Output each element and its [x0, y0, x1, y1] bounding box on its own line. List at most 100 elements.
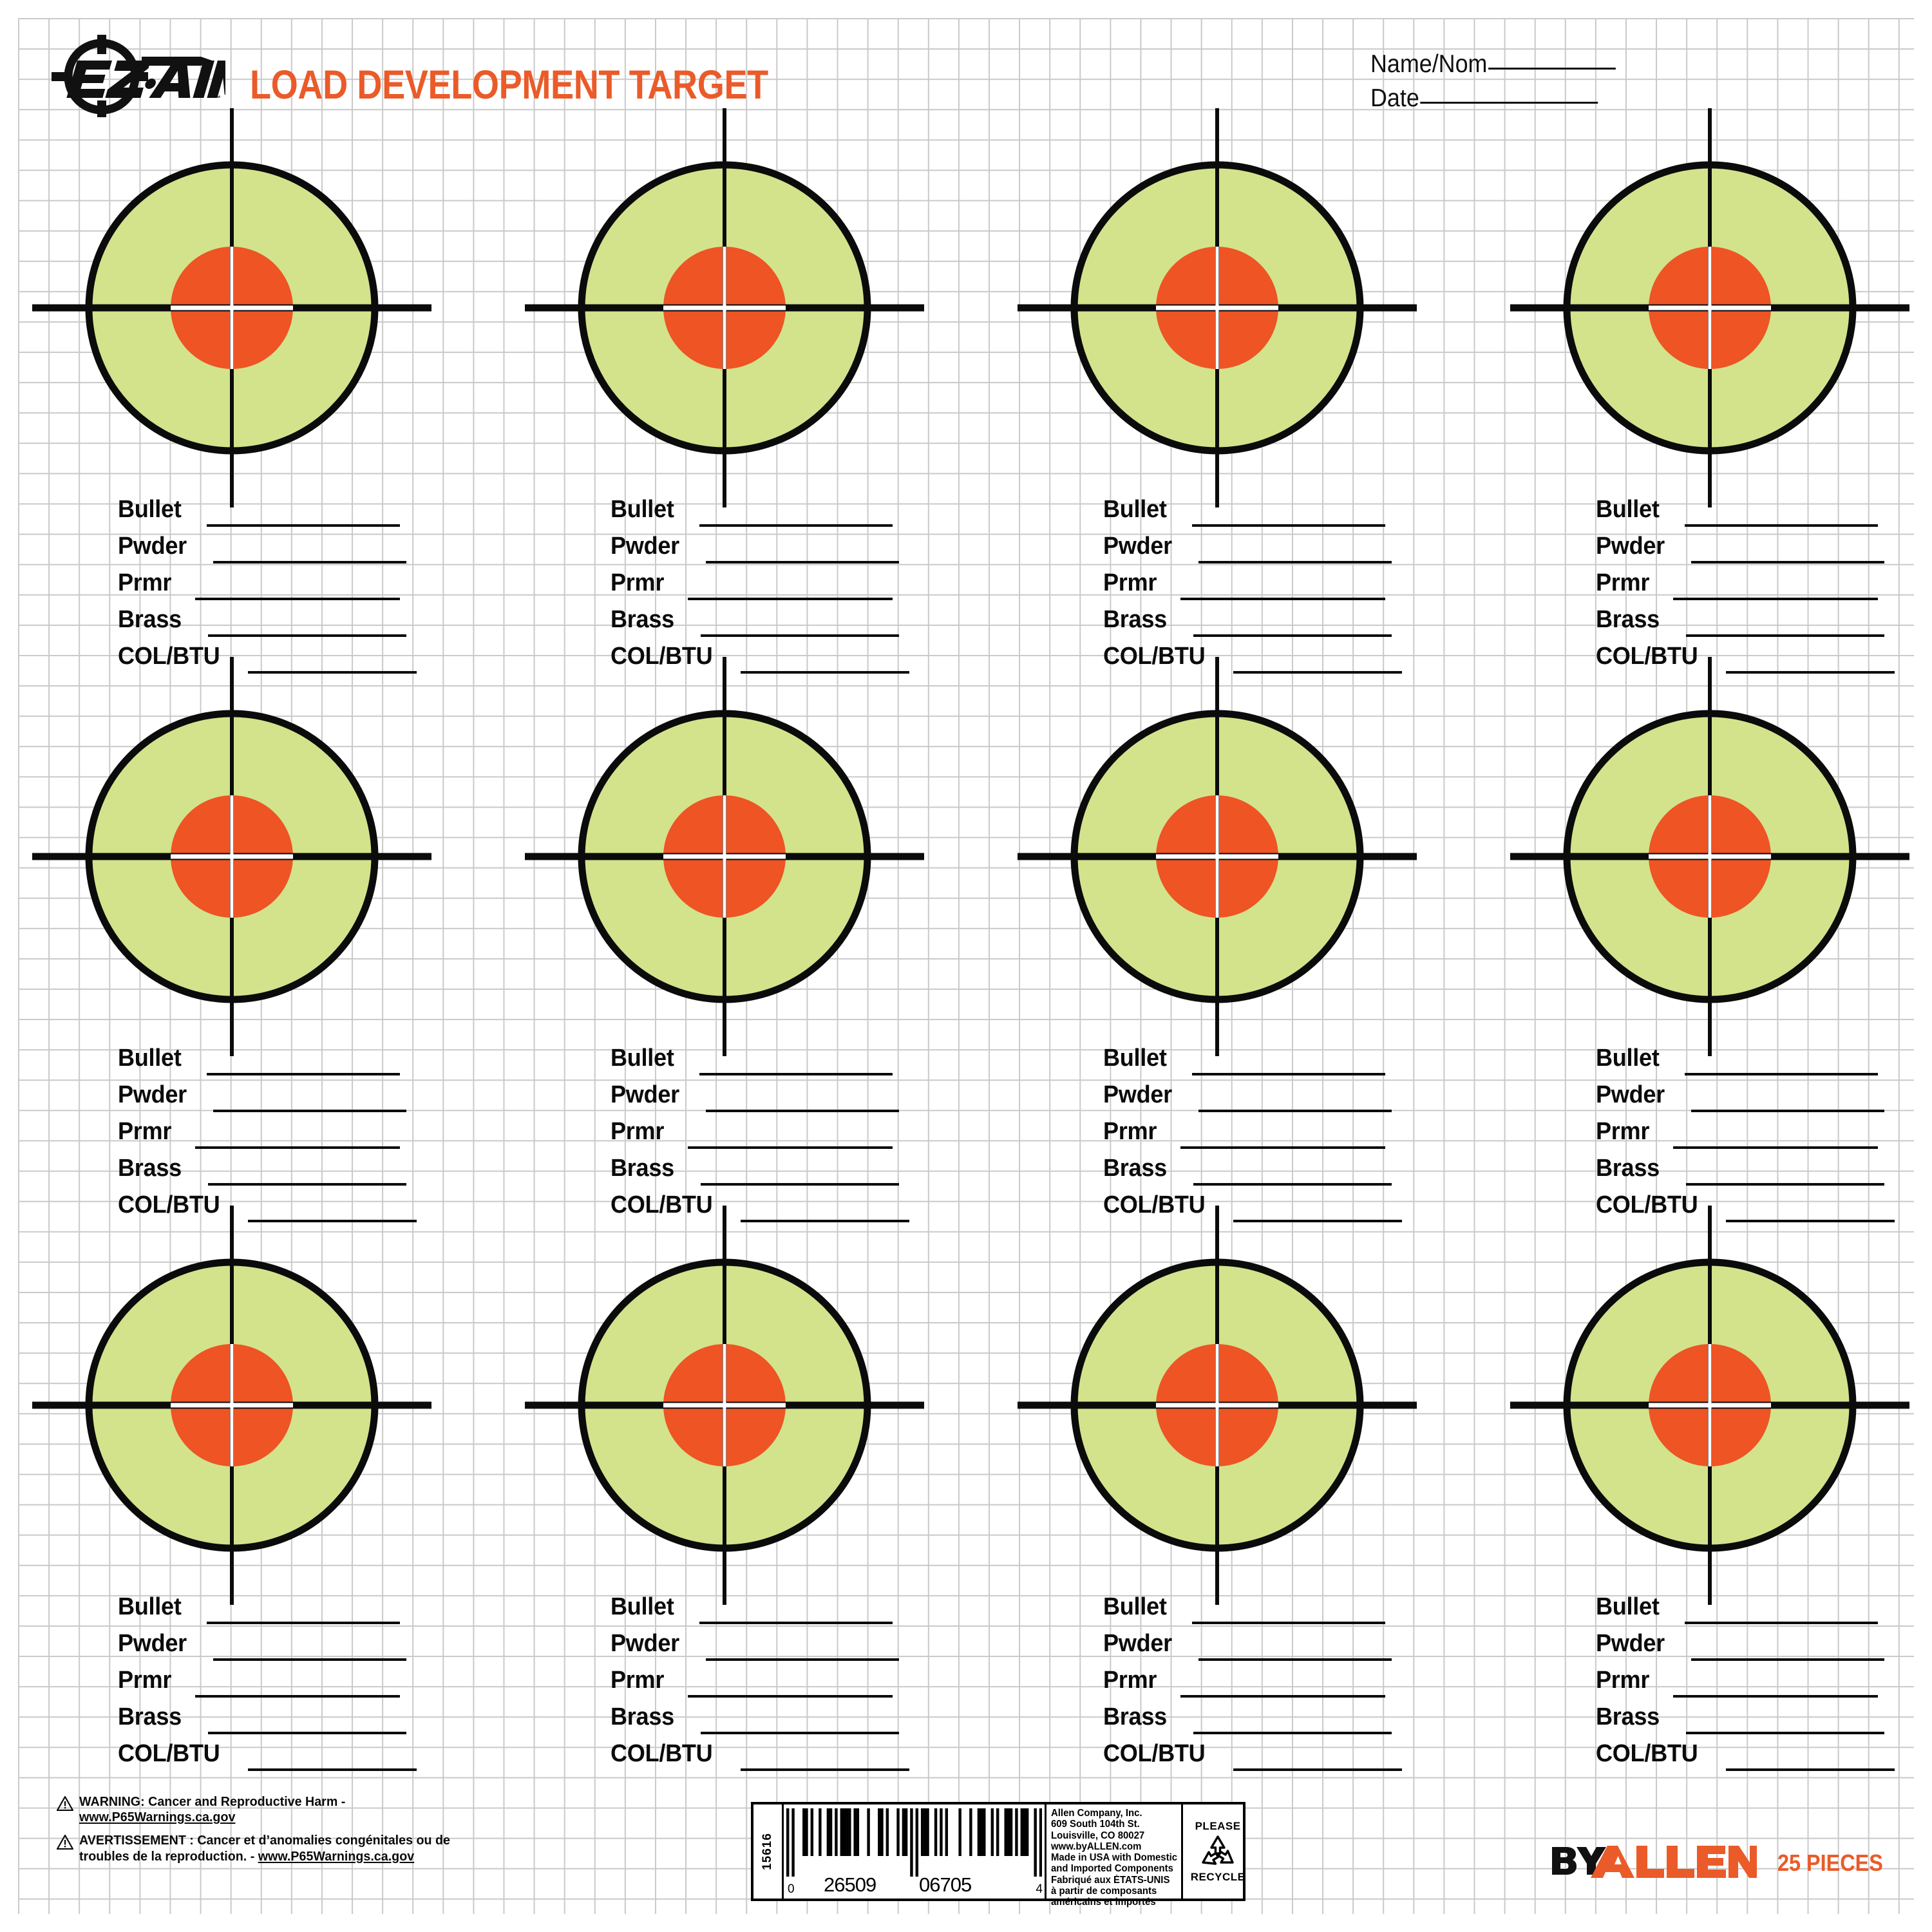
load-data-write-line[interactable]: [1726, 1768, 1895, 1771]
load-data-row[interactable]: Brass: [1103, 1703, 1392, 1740]
load-data-write-line[interactable]: [248, 1768, 417, 1771]
load-data-write-line[interactable]: [207, 524, 400, 527]
load-data-write-line[interactable]: [1233, 1768, 1402, 1771]
load-data-write-line[interactable]: [699, 1622, 893, 1624]
load-data-write-line[interactable]: [1233, 1220, 1402, 1222]
load-data-write-line[interactable]: [207, 1622, 400, 1624]
load-data-write-line[interactable]: [195, 1695, 400, 1698]
load-data-write-line[interactable]: [1180, 1146, 1385, 1149]
load-data-write-line[interactable]: [208, 1183, 406, 1186]
load-data-write-line[interactable]: [1192, 524, 1385, 527]
load-data-row[interactable]: Bullet: [1596, 1593, 1878, 1630]
load-data-row[interactable]: Prmr: [1103, 1118, 1385, 1155]
load-data-write-line[interactable]: [1686, 1183, 1884, 1186]
load-data-row[interactable]: Bullet: [1596, 496, 1878, 533]
load-data-write-line[interactable]: [208, 1732, 406, 1734]
load-data-row[interactable]: Prmr: [1596, 569, 1878, 606]
load-data-write-line[interactable]: [1192, 1073, 1385, 1075]
load-data-row[interactable]: Bullet: [118, 1593, 400, 1630]
load-data-row[interactable]: COL/BTU: [1596, 643, 1895, 679]
load-data-write-line[interactable]: [213, 1658, 406, 1661]
load-data-row[interactable]: Bullet: [611, 496, 893, 533]
load-data-write-line[interactable]: [1691, 1658, 1884, 1661]
load-data-write-line[interactable]: [699, 1073, 893, 1075]
warning-en-url[interactable]: www.P65Warnings.ca.gov: [79, 1810, 236, 1825]
load-data-write-line[interactable]: [1180, 598, 1385, 600]
load-data-row[interactable]: Prmr: [118, 1667, 400, 1703]
load-data-write-line[interactable]: [688, 598, 893, 600]
load-data-row[interactable]: Pwder: [611, 533, 899, 569]
load-data-write-line[interactable]: [706, 1110, 899, 1112]
load-data-row[interactable]: Bullet: [1103, 496, 1385, 533]
load-data-row[interactable]: Prmr: [611, 1118, 893, 1155]
load-data-row[interactable]: COL/BTU: [1596, 1191, 1895, 1228]
load-data-write-line[interactable]: [1193, 1732, 1392, 1734]
load-data-write-line[interactable]: [1198, 1110, 1392, 1112]
load-data-row[interactable]: Brass: [118, 1703, 406, 1740]
load-data-row[interactable]: Prmr: [1103, 569, 1385, 606]
load-data-row[interactable]: Prmr: [1596, 1118, 1878, 1155]
load-data-row[interactable]: Bullet: [611, 1045, 893, 1081]
load-data-write-line[interactable]: [1673, 1695, 1878, 1698]
load-data-row[interactable]: Pwder: [1596, 533, 1884, 569]
load-data-write-line[interactable]: [701, 634, 899, 637]
load-data-row[interactable]: Bullet: [1103, 1593, 1385, 1630]
load-data-write-line[interactable]: [213, 561, 406, 564]
load-data-row[interactable]: Bullet: [1596, 1045, 1878, 1081]
warning-fr-url[interactable]: www.P65Warnings.ca.gov: [258, 1848, 415, 1864]
load-data-write-line[interactable]: [248, 1220, 417, 1222]
load-data-row[interactable]: Pwder: [1596, 1630, 1884, 1667]
load-data-row[interactable]: Pwder: [118, 1630, 406, 1667]
load-data-row[interactable]: COL/BTU: [611, 1191, 909, 1228]
load-data-row[interactable]: Pwder: [118, 1081, 406, 1118]
load-data-write-line[interactable]: [688, 1695, 893, 1698]
name-field[interactable]: Name/Nom: [1370, 50, 1750, 79]
name-write-line[interactable]: [1488, 67, 1616, 70]
load-data-row[interactable]: Prmr: [118, 569, 400, 606]
load-data-write-line[interactable]: [1691, 561, 1884, 564]
load-data-write-line[interactable]: [195, 1146, 400, 1149]
load-data-row[interactable]: Brass: [118, 1155, 406, 1191]
load-data-row[interactable]: Pwder: [1103, 1630, 1392, 1667]
load-data-row[interactable]: Pwder: [611, 1630, 899, 1667]
load-data-write-line[interactable]: [701, 1183, 899, 1186]
load-data-row[interactable]: COL/BTU: [118, 1740, 417, 1777]
load-data-write-line[interactable]: [688, 1146, 893, 1149]
load-data-row[interactable]: Bullet: [1103, 1045, 1385, 1081]
load-data-write-line[interactable]: [1193, 1183, 1392, 1186]
load-data-write-line[interactable]: [248, 671, 417, 674]
load-data-write-line[interactable]: [1686, 1732, 1884, 1734]
load-data-write-line[interactable]: [706, 561, 899, 564]
load-data-write-line[interactable]: [1726, 671, 1895, 674]
load-data-write-line[interactable]: [1233, 671, 1402, 674]
load-data-row[interactable]: Pwder: [1103, 1081, 1392, 1118]
load-data-row[interactable]: Prmr: [1103, 1667, 1385, 1703]
load-data-write-line[interactable]: [701, 1732, 899, 1734]
load-data-write-line[interactable]: [1198, 1658, 1392, 1661]
load-data-row[interactable]: COL/BTU: [1103, 1740, 1402, 1777]
load-data-row[interactable]: Brass: [118, 606, 406, 643]
load-data-write-line[interactable]: [1673, 598, 1878, 600]
load-data-row[interactable]: COL/BTU: [611, 643, 909, 679]
load-data-write-line[interactable]: [1193, 634, 1392, 637]
load-data-write-line[interactable]: [1685, 1622, 1878, 1624]
load-data-row[interactable]: Pwder: [118, 533, 406, 569]
load-data-row[interactable]: Brass: [1596, 1155, 1884, 1191]
load-data-row[interactable]: Brass: [611, 1155, 899, 1191]
load-data-row[interactable]: COL/BTU: [1596, 1740, 1895, 1777]
load-data-write-line[interactable]: [1673, 1146, 1878, 1149]
load-data-row[interactable]: Brass: [1103, 1155, 1392, 1191]
load-data-row[interactable]: Brass: [611, 1703, 899, 1740]
load-data-write-line[interactable]: [1685, 524, 1878, 527]
load-data-row[interactable]: Pwder: [1103, 533, 1392, 569]
load-data-write-line[interactable]: [213, 1110, 406, 1112]
load-data-write-line[interactable]: [741, 1220, 909, 1222]
load-data-write-line[interactable]: [1192, 1622, 1385, 1624]
date-write-line[interactable]: [1420, 101, 1598, 104]
load-data-row[interactable]: COL/BTU: [118, 643, 417, 679]
load-data-write-line[interactable]: [699, 524, 893, 527]
load-data-row[interactable]: Prmr: [611, 569, 893, 606]
load-data-row[interactable]: Pwder: [611, 1081, 899, 1118]
load-data-row[interactable]: COL/BTU: [1103, 1191, 1402, 1228]
load-data-row[interactable]: COL/BTU: [611, 1740, 909, 1777]
